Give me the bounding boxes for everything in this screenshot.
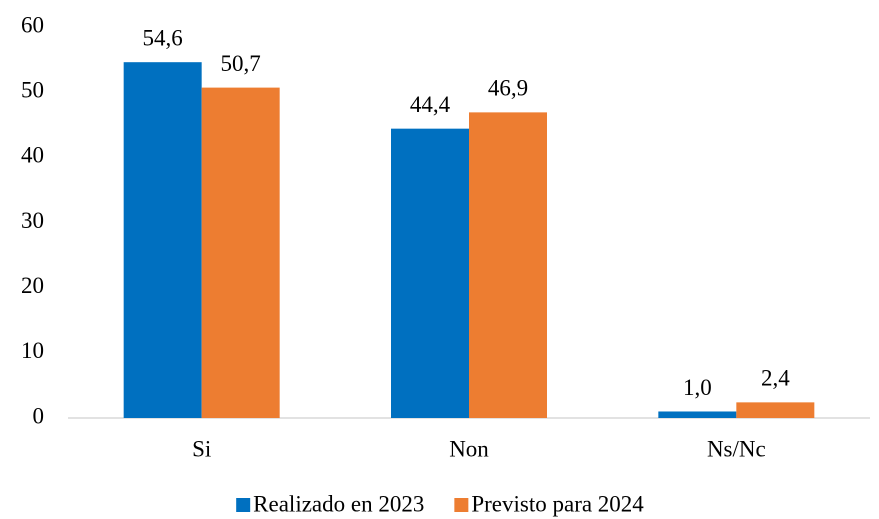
bar <box>736 402 815 418</box>
value-label: 54,6 <box>143 25 183 50</box>
x-tick-label: Si <box>192 436 211 461</box>
bar <box>123 62 202 418</box>
y-tick-label: 50 <box>21 77 44 102</box>
bar <box>658 411 737 418</box>
value-label: 46,9 <box>488 76 528 101</box>
value-label: 50,7 <box>221 51 261 76</box>
legend-label: Previsto para 2024 <box>471 491 644 516</box>
y-tick-label: 10 <box>21 338 44 363</box>
y-tick-label: 40 <box>21 143 44 168</box>
legend-swatch <box>454 498 469 512</box>
bar <box>391 128 469 418</box>
y-tick-label: 60 <box>21 12 44 37</box>
y-tick-label: 30 <box>21 208 44 233</box>
x-tick-label: Non <box>449 436 489 461</box>
y-tick-label: 20 <box>21 273 44 298</box>
bar <box>201 87 280 418</box>
bar <box>469 112 547 418</box>
legend-label: Realizado en 2023 <box>253 491 424 516</box>
x-tick-label: Ns/Nc <box>707 436 766 461</box>
y-tick-label: 0 <box>33 403 45 428</box>
value-label: 1,0 <box>683 375 712 400</box>
value-label: 2,4 <box>761 366 790 391</box>
value-label: 44,4 <box>410 92 451 117</box>
legend-swatch <box>236 498 251 512</box>
